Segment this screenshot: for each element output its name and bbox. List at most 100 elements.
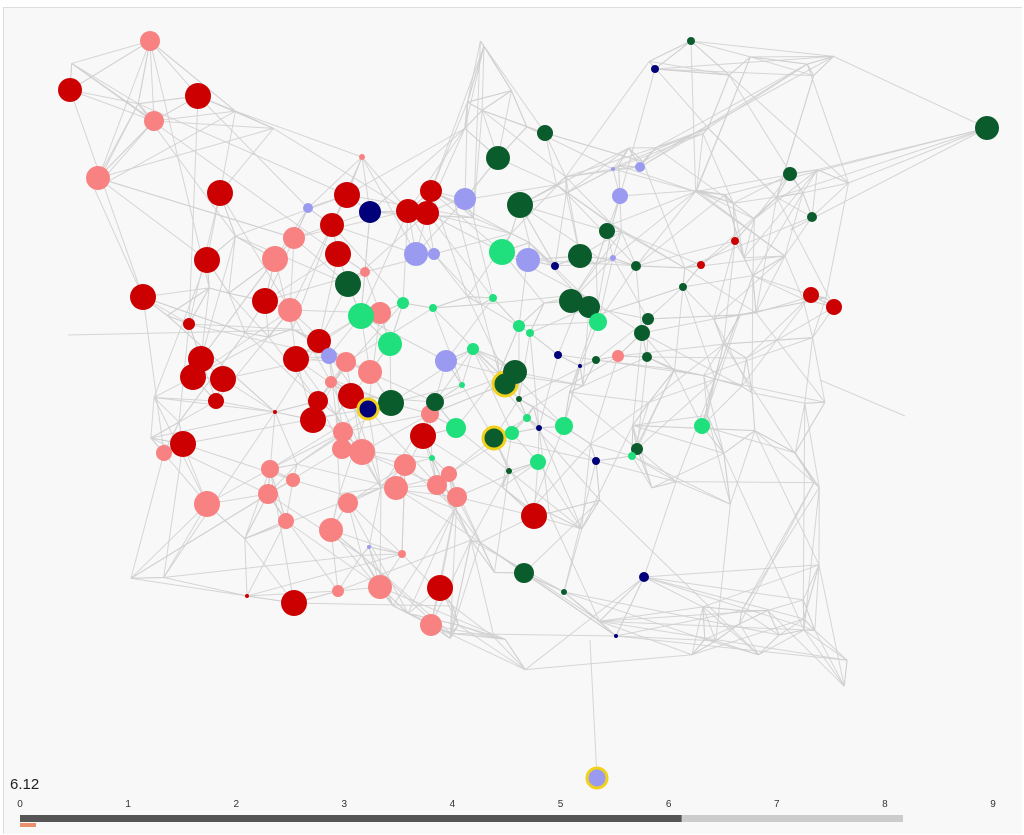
- edge: [518, 321, 599, 327]
- edge: [167, 287, 210, 316]
- edge: [691, 606, 704, 655]
- edge: [530, 443, 591, 511]
- edge: [470, 539, 481, 543]
- node: [516, 248, 540, 272]
- edge: [595, 460, 601, 501]
- edge: [752, 275, 804, 300]
- edge: [433, 253, 482, 305]
- node: [86, 166, 110, 190]
- node: [610, 255, 616, 261]
- node: [273, 410, 277, 414]
- edge: [713, 318, 753, 394]
- edge: [450, 542, 481, 634]
- edge: [752, 275, 812, 296]
- edge: [752, 192, 804, 276]
- edge: [483, 45, 512, 91]
- edge: [361, 553, 403, 556]
- edge: [479, 541, 617, 637]
- node: [506, 468, 512, 474]
- edge: [467, 46, 485, 103]
- edge: [702, 606, 742, 612]
- edge: [643, 576, 804, 620]
- edge: [691, 640, 717, 656]
- node: [245, 594, 249, 598]
- edge: [776, 197, 835, 308]
- node: [320, 213, 344, 237]
- edge: [814, 564, 820, 631]
- node: [278, 298, 302, 322]
- node: [807, 212, 817, 222]
- edge: [544, 132, 567, 178]
- edge: [655, 63, 808, 149]
- edge: [228, 236, 236, 294]
- edge: [97, 120, 155, 179]
- edge: [508, 470, 583, 530]
- edge: [432, 307, 463, 386]
- edge: [646, 356, 675, 370]
- node: [589, 313, 607, 331]
- edge: [565, 60, 650, 178]
- edge: [794, 403, 806, 453]
- edge: [813, 56, 834, 77]
- edge: [94, 40, 151, 190]
- node: [325, 241, 351, 267]
- node: [359, 201, 381, 223]
- edge: [464, 46, 485, 129]
- slider-tick-label: 8: [882, 799, 888, 810]
- edge: [701, 314, 741, 427]
- edge: [563, 365, 581, 427]
- edge: [510, 233, 530, 244]
- edge: [581, 443, 592, 529]
- edge: [599, 620, 848, 661]
- node: [513, 320, 525, 332]
- time-slider[interactable]: 6.12 0 1 2 3 4 5 6 7 8 9: [10, 776, 996, 827]
- edge: [130, 577, 248, 597]
- edge: [518, 359, 597, 400]
- edge: [472, 41, 481, 218]
- edge: [767, 610, 845, 687]
- edge: [163, 554, 362, 578]
- edge: [71, 63, 339, 255]
- edge: [733, 173, 791, 204]
- node: [526, 329, 534, 337]
- edge: [676, 481, 815, 484]
- edge: [724, 194, 745, 258]
- edge: [635, 194, 726, 267]
- edge: [367, 408, 438, 486]
- node: [731, 237, 739, 245]
- node: [628, 452, 636, 460]
- edge: [732, 203, 736, 242]
- node: [435, 350, 457, 372]
- edge: [458, 624, 495, 638]
- edge: [812, 297, 827, 338]
- node: [130, 284, 156, 310]
- node: [441, 466, 457, 482]
- edge: [813, 482, 820, 488]
- edge: [741, 482, 815, 611]
- edge: [347, 502, 409, 614]
- edge: [690, 40, 751, 58]
- edge: [802, 298, 814, 338]
- node: [338, 493, 358, 513]
- node: [826, 299, 842, 315]
- edge: [456, 461, 539, 498]
- edge: [723, 453, 731, 505]
- edge: [228, 292, 270, 338]
- edge: [802, 169, 818, 194]
- node: [505, 426, 519, 440]
- node: [367, 545, 371, 549]
- edge: [130, 448, 343, 579]
- edge: [784, 192, 804, 257]
- edge: [643, 564, 819, 578]
- edge: [452, 605, 459, 626]
- node: [378, 332, 402, 356]
- edge: [566, 168, 614, 194]
- edge: [219, 128, 274, 194]
- slider-tick-label: 9: [990, 799, 996, 810]
- edge: [467, 101, 483, 111]
- node: [592, 457, 600, 465]
- node: [635, 162, 645, 172]
- node: [308, 391, 328, 411]
- slider-fill: [20, 815, 682, 822]
